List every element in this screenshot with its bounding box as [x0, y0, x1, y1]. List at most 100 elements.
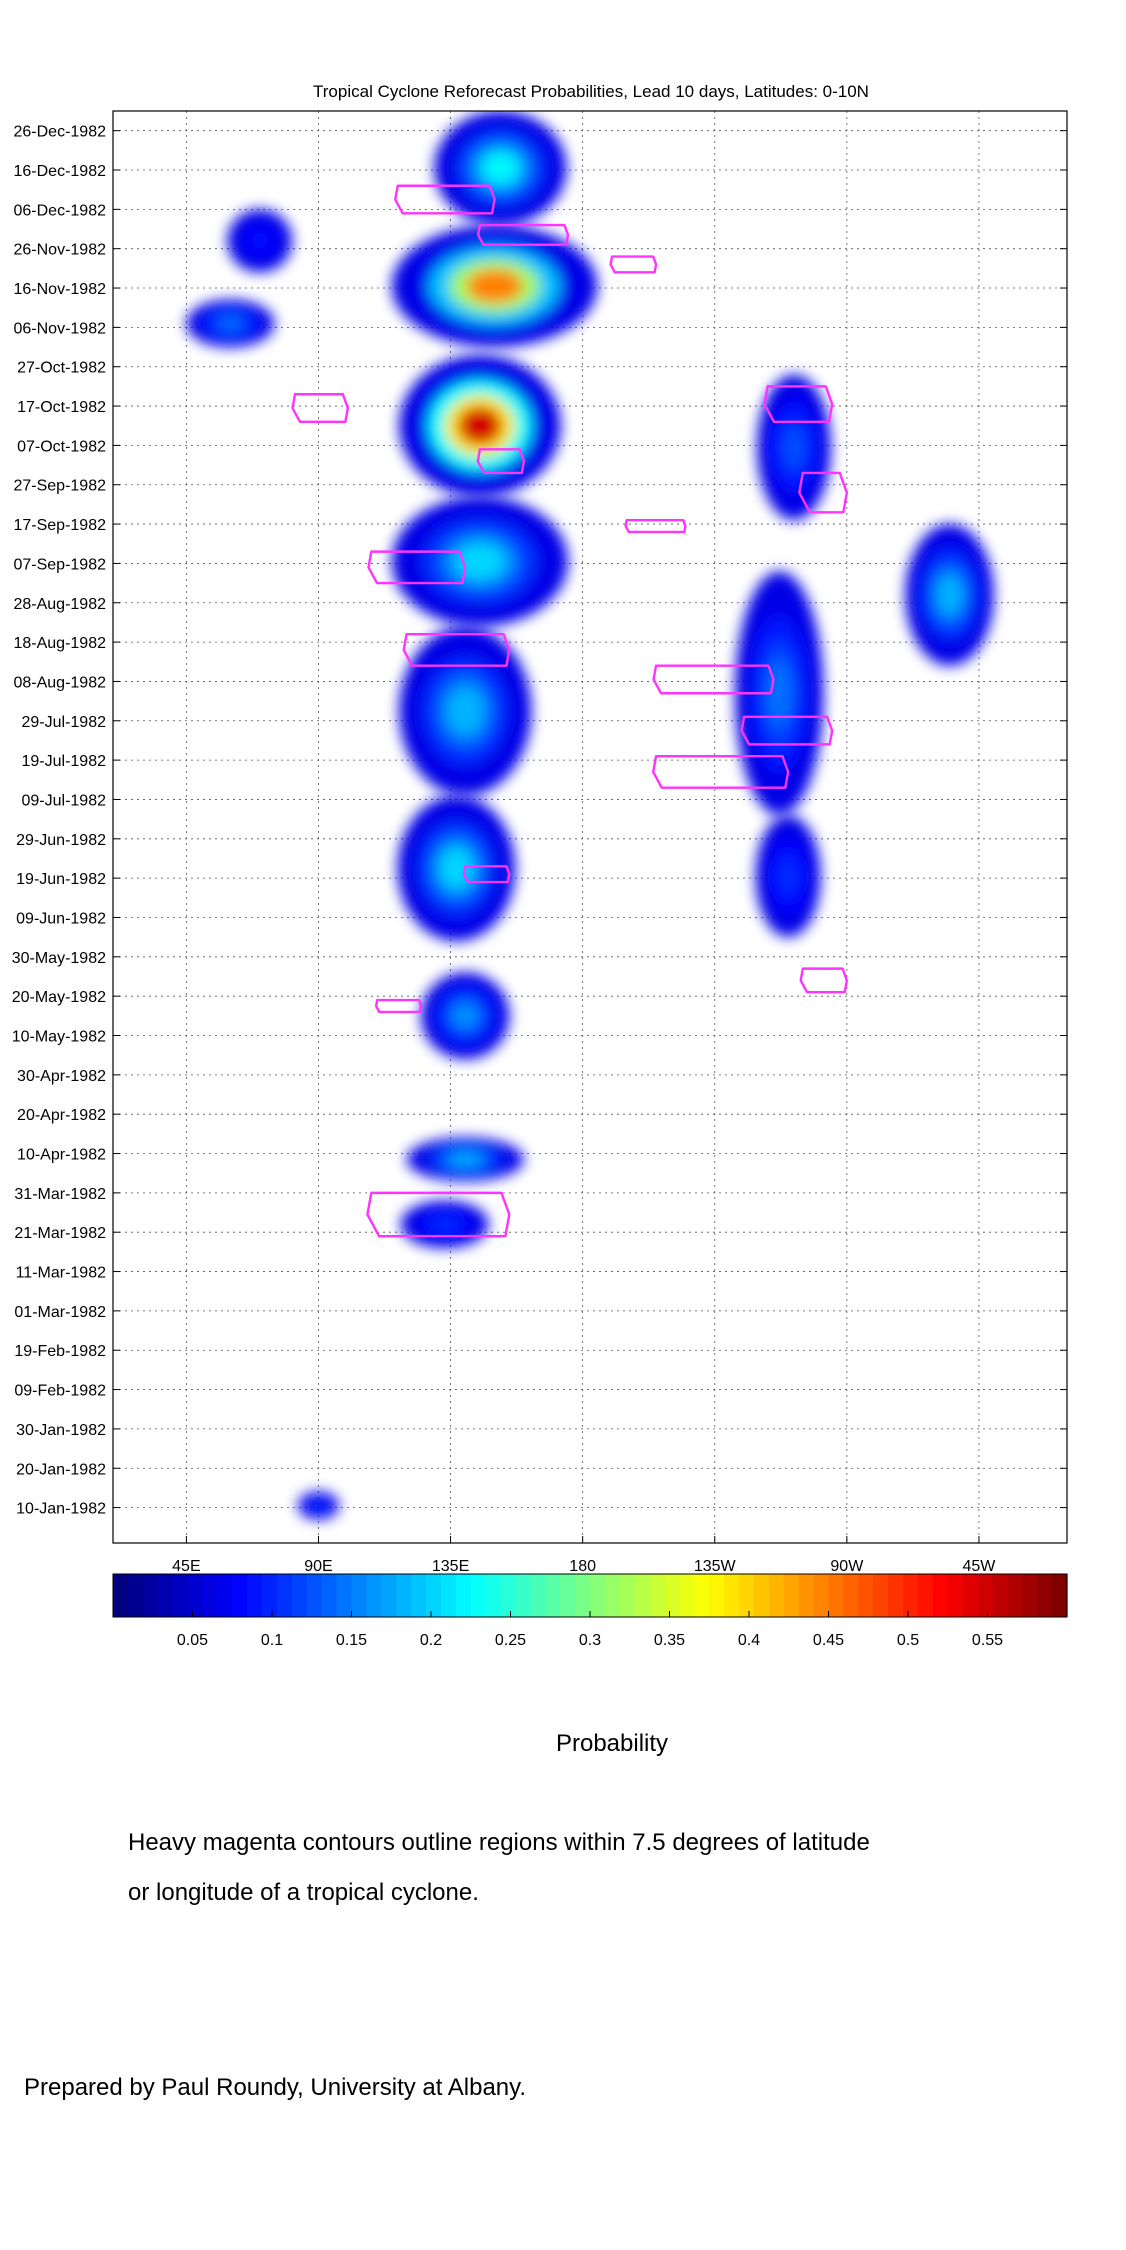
y-tick-label: 29-Jun-1982 [16, 832, 106, 849]
colorbar-swatch [1007, 1574, 1023, 1617]
colorbar-swatch [321, 1574, 338, 1617]
y-tick-label: 30-Apr-1982 [17, 1068, 106, 1085]
colorbar-swatch [560, 1574, 576, 1617]
cyclone-contour [763, 385, 834, 423]
probability-core [250, 232, 269, 250]
colorbar-swatch [649, 1574, 666, 1617]
colorbar-swatch [366, 1574, 382, 1617]
y-tick-label: 09-Jun-1982 [16, 910, 106, 927]
probability-blob [421, 972, 510, 1060]
y-tick-label: 21-Mar-1982 [14, 1225, 106, 1242]
colorbar-swatch [783, 1574, 800, 1617]
y-tick-label: 19-Jul-1982 [22, 753, 107, 770]
y-tick-label: 06-Dec-1982 [14, 202, 107, 219]
probability-core [481, 152, 519, 185]
colorbar-swatch [172, 1574, 189, 1617]
colorbar-swatch [232, 1574, 248, 1617]
y-tick-label: 20-Apr-1982 [17, 1107, 106, 1124]
colorbar-swatch [113, 1574, 129, 1617]
colorbar-swatch [217, 1574, 233, 1617]
colorbar-swatch [351, 1574, 368, 1617]
x-tick-label: 180 [569, 1558, 596, 1575]
probability-core [779, 859, 798, 894]
probability-core [457, 405, 503, 446]
contour-caption: Heavy magenta contours outline regions w… [128, 1818, 1028, 1918]
y-tick-label: 27-Oct-1982 [17, 360, 106, 377]
colorbar-swatch [753, 1574, 770, 1617]
probability-blob [434, 111, 567, 226]
y-tick-label: 27-Sep-1982 [13, 478, 106, 495]
colorbar-tick-label: 0.4 [738, 1632, 760, 1649]
probability-core [455, 543, 505, 580]
y-tick-label: 16-Nov-1982 [14, 281, 107, 298]
colorbar-swatch [664, 1574, 681, 1617]
y-tick-label: 31-Mar-1982 [14, 1186, 106, 1203]
colorbar-swatch [142, 1574, 159, 1617]
colorbar-swatch [157, 1574, 174, 1617]
probability-blob [399, 354, 561, 497]
probability-blob [391, 225, 598, 348]
y-tick-label: 16-Dec-1982 [14, 163, 107, 180]
y-tick-label: 20-May-1982 [12, 989, 106, 1006]
x-tick-label: 135W [694, 1558, 737, 1575]
probability-blob [735, 571, 824, 816]
colorbar-swatch [1022, 1574, 1038, 1617]
y-tick-label: 20-Jan-1982 [16, 1461, 106, 1478]
y-tick-label: 06-Nov-1982 [14, 320, 107, 337]
colorbar-swatch [262, 1574, 278, 1617]
colorbar-swatch [1052, 1574, 1068, 1617]
probability-core [446, 687, 484, 735]
y-tick-label: 19-Jun-1982 [16, 871, 106, 888]
y-tick-label: 30-Jan-1982 [16, 1422, 106, 1439]
probability-blob [905, 524, 994, 666]
colorbar-swatch [798, 1574, 815, 1617]
colorbar-tick-label: 0.45 [813, 1632, 844, 1649]
colorbar-swatch [127, 1574, 144, 1617]
colorbar-swatch [724, 1574, 740, 1617]
cyclone-contour [799, 967, 849, 994]
cyclone-contour [624, 518, 687, 534]
colorbar-swatch [276, 1574, 293, 1617]
cyclone-contour [798, 471, 849, 514]
probability-core [937, 575, 962, 615]
y-tick-label: 09-Feb-1982 [14, 1383, 106, 1400]
cyclone-contour [374, 998, 423, 1014]
cyclone-contour [476, 448, 526, 475]
y-tick-label: 07-Oct-1982 [17, 438, 106, 455]
y-tick-label: 08-Aug-1982 [13, 674, 106, 691]
colorbar-swatch [858, 1574, 874, 1617]
colorbar-swatch [336, 1574, 353, 1617]
colorbar-swatch [962, 1574, 979, 1617]
y-tick-label: 01-Mar-1982 [14, 1304, 106, 1321]
colorbar-label: Probability [555, 1730, 669, 1757]
colorbar-swatch [485, 1574, 502, 1617]
cyclone-contour [366, 1191, 511, 1238]
y-tick-label: 09-Jul-1982 [22, 792, 107, 809]
colorbar-swatch [813, 1574, 830, 1617]
colorbar-tick-label: 0.5 [897, 1632, 919, 1649]
colorbar-swatch [947, 1574, 964, 1617]
colorbar-tick-label: 0.05 [177, 1632, 208, 1649]
y-tick-label: 18-Aug-1982 [13, 635, 106, 652]
colorbar-swatch [709, 1574, 725, 1617]
cyclone-contours [291, 184, 849, 1238]
colorbar-swatch [396, 1574, 412, 1617]
colorbar-tick-label: 0.35 [654, 1632, 685, 1649]
y-tick-label: 28-Aug-1982 [13, 596, 106, 613]
x-tick-label: 45W [962, 1558, 996, 1575]
y-tick-label: 26-Nov-1982 [14, 242, 107, 259]
cyclone-contour [740, 715, 834, 746]
y-tick-label: 07-Sep-1982 [13, 556, 106, 573]
probability-core [448, 1153, 482, 1166]
y-tick-label: 10-Jan-1982 [16, 1501, 106, 1518]
y-tick-label: 17-Oct-1982 [17, 399, 106, 416]
x-tick-label: 90E [304, 1558, 332, 1575]
colorbar-swatch [187, 1574, 204, 1617]
colorbar-swatch [455, 1574, 472, 1617]
colorbar-swatch [590, 1574, 606, 1617]
colorbar-swatch [917, 1574, 934, 1617]
colorbar-swatch [545, 1574, 561, 1617]
probability-blob [227, 209, 293, 273]
y-tick-label: 10-May-1982 [12, 1029, 106, 1046]
